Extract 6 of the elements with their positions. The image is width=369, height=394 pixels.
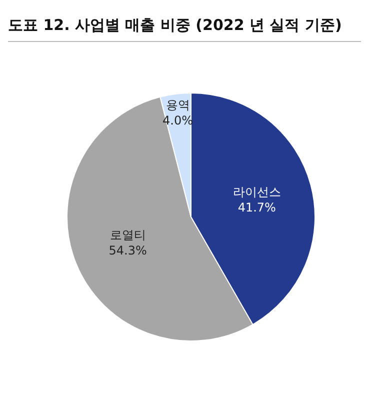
slice-label: 로열티 [110, 228, 146, 242]
data-label: 41.7% [238, 200, 276, 214]
slice-label: 용역 [166, 98, 190, 112]
chart-title: 도표 12. 사업별 매출 비중 (2022 년 실적 기준) [8, 8, 361, 42]
data-label: 54.3% [108, 244, 147, 258]
slice-label: 라이선스 [232, 184, 281, 199]
